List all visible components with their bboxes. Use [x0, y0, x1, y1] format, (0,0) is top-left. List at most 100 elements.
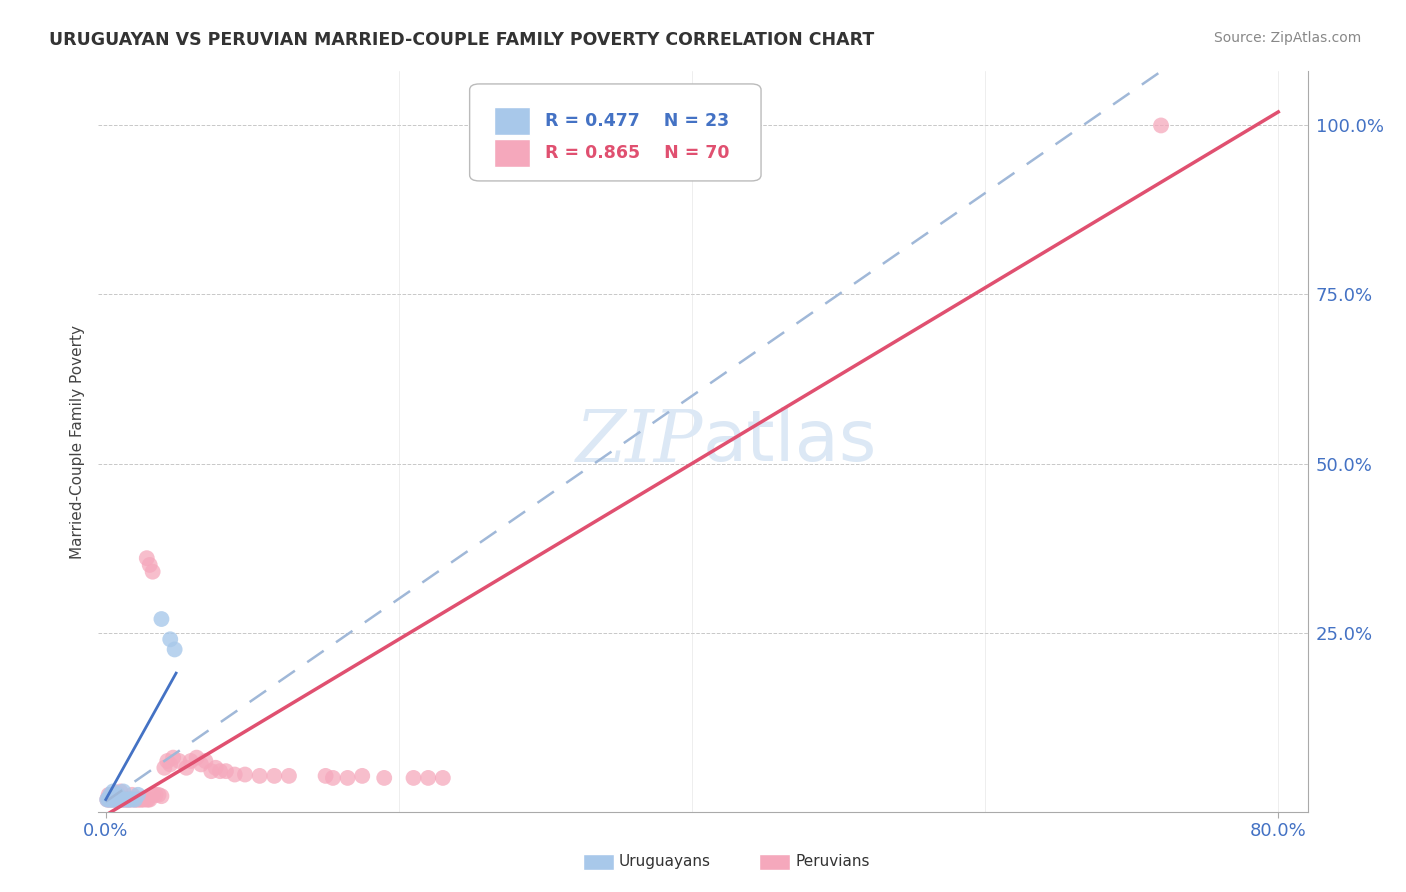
- Point: [110, 784, 132, 798]
- Point: [131, 792, 153, 806]
- Point: [315, 769, 337, 783]
- Point: [167, 754, 190, 768]
- Point: [97, 788, 120, 802]
- Point: [121, 792, 143, 806]
- FancyBboxPatch shape: [470, 84, 761, 181]
- Point: [142, 788, 165, 802]
- Point: [432, 771, 454, 785]
- Point: [138, 558, 160, 572]
- Point: [153, 761, 176, 775]
- Point: [322, 771, 344, 785]
- Text: Uruguayans: Uruguayans: [619, 855, 710, 869]
- Y-axis label: Married-Couple Family Poverty: Married-Couple Family Poverty: [69, 325, 84, 558]
- Point: [159, 632, 181, 647]
- Point: [117, 792, 139, 806]
- Point: [190, 757, 212, 772]
- Point: [105, 792, 128, 806]
- Point: [352, 769, 374, 783]
- Point: [105, 788, 128, 802]
- Point: [215, 764, 238, 779]
- Point: [101, 784, 124, 798]
- Point: [118, 792, 141, 806]
- Point: [402, 771, 425, 785]
- Point: [108, 792, 131, 806]
- Text: atlas: atlas: [703, 407, 877, 476]
- Point: [103, 792, 125, 806]
- Point: [98, 788, 121, 802]
- Point: [97, 792, 120, 806]
- Point: [135, 551, 157, 566]
- Point: [418, 771, 440, 785]
- Point: [150, 612, 173, 626]
- FancyBboxPatch shape: [494, 139, 530, 167]
- Point: [98, 792, 121, 806]
- Point: [122, 792, 145, 806]
- Point: [180, 754, 202, 768]
- Point: [107, 787, 129, 801]
- Point: [98, 789, 121, 804]
- Point: [156, 754, 179, 768]
- Point: [121, 788, 143, 802]
- Point: [111, 792, 134, 806]
- Point: [138, 792, 160, 806]
- Text: Source: ZipAtlas.com: Source: ZipAtlas.com: [1213, 31, 1361, 45]
- Point: [108, 792, 131, 806]
- Point: [114, 792, 136, 806]
- Point: [209, 764, 232, 779]
- Point: [101, 792, 124, 806]
- Point: [159, 757, 181, 772]
- Point: [204, 761, 226, 775]
- Point: [100, 792, 122, 806]
- Point: [127, 792, 149, 806]
- Point: [120, 792, 142, 806]
- Point: [101, 788, 124, 802]
- Point: [115, 792, 138, 806]
- Text: R = 0.865    N = 70: R = 0.865 N = 70: [544, 144, 730, 161]
- Point: [117, 792, 139, 806]
- Text: ZIP: ZIP: [575, 406, 703, 477]
- Point: [96, 792, 118, 806]
- Point: [135, 792, 157, 806]
- Point: [1150, 119, 1173, 133]
- Point: [105, 792, 128, 806]
- Point: [124, 792, 146, 806]
- Point: [129, 792, 152, 806]
- Point: [110, 792, 132, 806]
- Point: [176, 761, 198, 775]
- Point: [114, 792, 136, 806]
- Text: R = 0.477    N = 23: R = 0.477 N = 23: [544, 112, 728, 130]
- Point: [118, 792, 141, 806]
- Point: [128, 792, 150, 806]
- Point: [194, 754, 217, 768]
- Point: [186, 750, 208, 764]
- Point: [124, 792, 146, 806]
- Point: [162, 750, 184, 764]
- Point: [96, 792, 118, 806]
- Point: [112, 792, 135, 806]
- Point: [200, 764, 222, 779]
- Point: [97, 792, 120, 806]
- Point: [278, 769, 301, 783]
- Point: [136, 792, 159, 806]
- Point: [373, 771, 395, 785]
- Point: [163, 642, 186, 657]
- Point: [100, 792, 122, 806]
- FancyBboxPatch shape: [494, 107, 530, 135]
- Point: [107, 792, 129, 806]
- Text: Peruvians: Peruvians: [796, 855, 870, 869]
- Point: [101, 792, 124, 806]
- Point: [249, 769, 271, 783]
- Point: [125, 792, 148, 806]
- Point: [148, 788, 170, 802]
- Point: [107, 788, 129, 802]
- Point: [150, 789, 173, 804]
- Point: [112, 784, 135, 798]
- Point: [98, 792, 121, 806]
- Point: [110, 792, 132, 806]
- Point: [224, 767, 246, 781]
- Point: [142, 565, 165, 579]
- Point: [103, 792, 125, 806]
- Point: [336, 771, 359, 785]
- Point: [233, 767, 256, 781]
- Text: URUGUAYAN VS PERUVIAN MARRIED-COUPLE FAMILY POVERTY CORRELATION CHART: URUGUAYAN VS PERUVIAN MARRIED-COUPLE FAM…: [49, 31, 875, 49]
